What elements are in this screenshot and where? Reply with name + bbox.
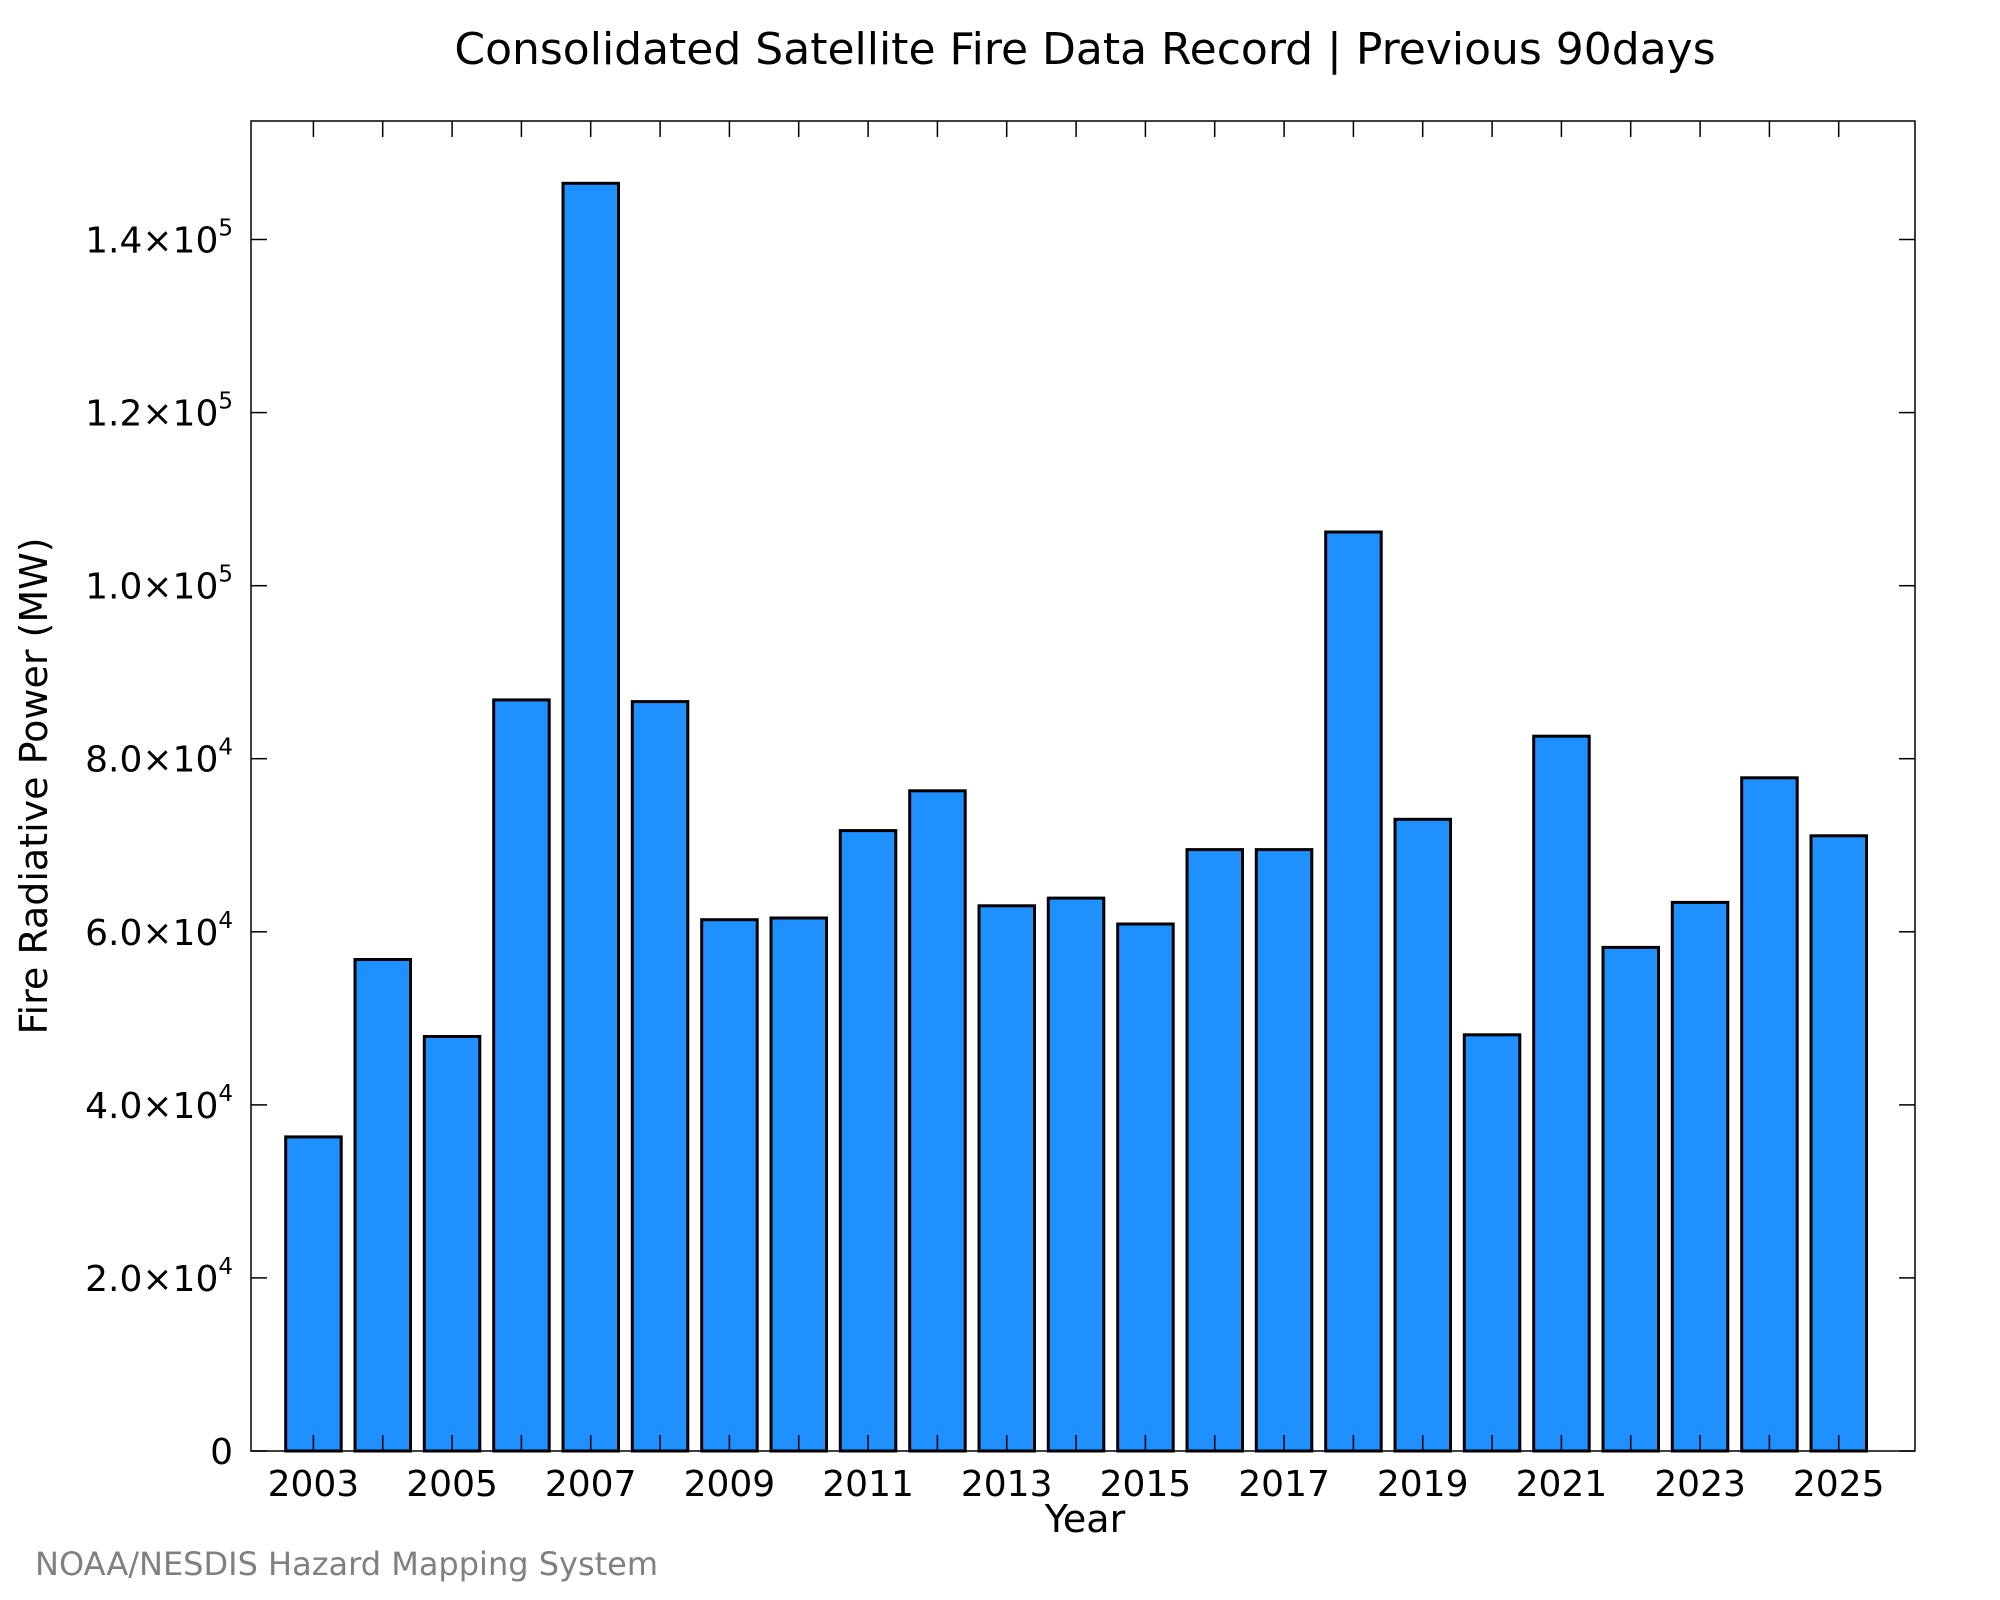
bars-group (284, 181, 1868, 1453)
y-axis-label: Fire Radiative Power (MW) (12, 537, 56, 1034)
x-tick-label-2007: 2007 (545, 1464, 637, 1505)
x-tick-label-2019: 2019 (1377, 1464, 1469, 1505)
y-tick-label: 4.0×104 (85, 1081, 233, 1127)
x-tick-labels: 2003 2005 2007 2009 2011 2013 2015 2017 2019 2021… (268, 1464, 1885, 1505)
x-tick-label-2023: 2023 (1654, 1464, 1746, 1505)
x-tick-label-2021: 2021 (1516, 1464, 1608, 1505)
bar-2014 (1046, 896, 1106, 1453)
bar-2023 (1670, 900, 1730, 1453)
y-tick-label: 1.2×105 (85, 389, 233, 435)
x-tick-label-2009: 2009 (684, 1464, 776, 1505)
bar-2009 (700, 918, 759, 1453)
bar-2020 (1462, 1033, 1522, 1453)
y-tick-label: 2.0×104 (85, 1254, 233, 1300)
y-tick-label: 1.0×105 (85, 562, 233, 608)
x-tick-label-2017: 2017 (1238, 1464, 1330, 1505)
bar-2019 (1393, 817, 1452, 1453)
y-tick-label: 1.4×105 (85, 216, 233, 262)
bar-2021 (1532, 734, 1591, 1453)
x-axis-label: Year (1044, 1497, 1126, 1541)
y-tick-labels: 0 2.0×104 4.0×104 6.0×104 8.0×104 1.0×105 1.2×… (85, 216, 233, 1474)
bar-2022 (1601, 945, 1660, 1453)
bar-2016 (1185, 848, 1244, 1453)
x-tick-label-2025: 2025 (1793, 1464, 1885, 1505)
bar-2008 (630, 700, 690, 1453)
bar-2005 (422, 1035, 482, 1453)
x-tick-label-2015: 2015 (1100, 1464, 1192, 1505)
x-tick-label-2013: 2013 (961, 1464, 1053, 1505)
x-tick-label-2011: 2011 (822, 1464, 914, 1505)
bar-2006 (492, 698, 551, 1453)
plot-frame (250, 120, 1916, 1452)
bar-2013 (977, 904, 1036, 1453)
y-tick-label: 6.0×104 (85, 908, 233, 954)
bar-2018 (1324, 530, 1383, 1453)
chart-title: Consolidated Satellite Fire Data Record … (454, 24, 1715, 75)
bar-2003 (284, 1135, 343, 1453)
bar-2017 (1254, 848, 1314, 1453)
bar-2025 (1809, 834, 1868, 1453)
y-tick-label: 0 (210, 1432, 233, 1473)
x-tick-label-2003: 2003 (268, 1464, 360, 1505)
bar-2015 (1116, 922, 1175, 1453)
bar-2004 (353, 958, 412, 1453)
bar-2007 (561, 181, 620, 1453)
bar-2024 (1740, 776, 1799, 1453)
bar-2011 (838, 829, 898, 1453)
x-tick-label-2005: 2005 (406, 1464, 498, 1505)
bar-2010 (769, 916, 828, 1453)
bar-2012 (908, 789, 967, 1453)
credit-text: NOAA/NESDIS Hazard Mapping System (35, 1545, 658, 1583)
y-tick-label: 8.0×104 (85, 735, 233, 781)
